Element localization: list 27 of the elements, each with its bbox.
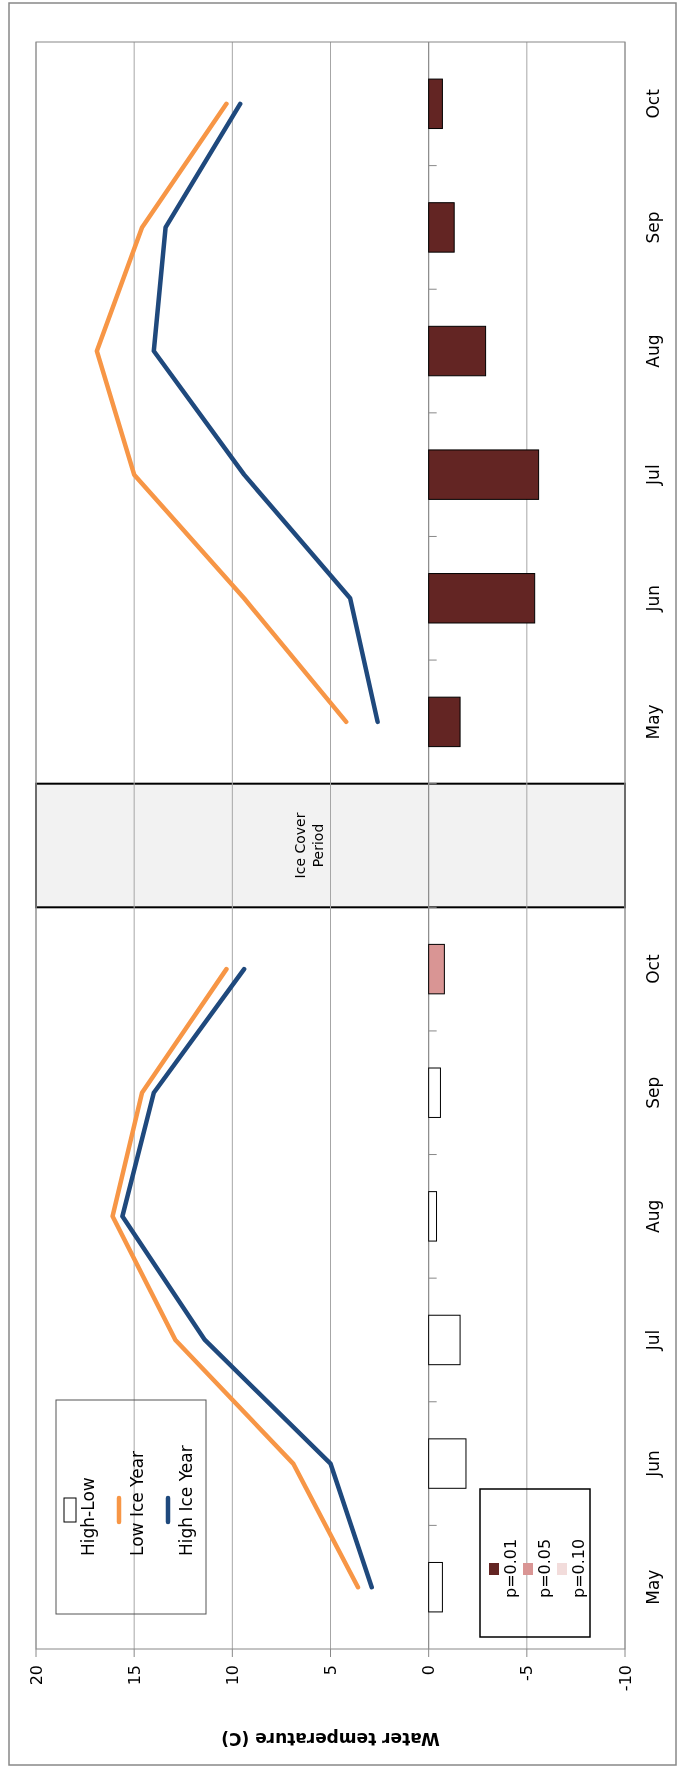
x-tick-label: 15 [124, 1665, 144, 1686]
legend-label: p=0.05 [534, 1538, 554, 1598]
x-axis-title: Water temperature (C) [221, 1729, 440, 1749]
legend-label: High Ice Year [175, 1445, 196, 1556]
x-tick-label: 0 [419, 1665, 439, 1676]
y-tick-label: Jul [643, 464, 663, 486]
y-tick-label: May [643, 1569, 663, 1605]
legend-label: Low Ice Year [126, 1450, 147, 1556]
x-tick-label: -10 [615, 1665, 635, 1692]
x-tick-label: -5 [517, 1665, 537, 1681]
x-tick-label: 20 [26, 1665, 46, 1686]
annotation: Ice Cover Period [292, 812, 326, 879]
y-tick-label: Sep [643, 211, 663, 244]
y-tick-label: May [643, 704, 663, 740]
y-tick-label: Jul [643, 1329, 663, 1352]
y-tick-label: Jun [643, 584, 663, 613]
y-tick-label: Sep [643, 1076, 663, 1109]
x-tick-label: 10 [222, 1665, 242, 1686]
x-tick-label: 5 [321, 1665, 341, 1676]
legend-label: High-Low [77, 1477, 98, 1556]
y-tick-label: Aug [643, 1199, 663, 1233]
y-tick-label: Aug [643, 334, 663, 368]
y-tick-label: Jun [643, 1450, 663, 1478]
y-tick-label: Oct [643, 88, 663, 119]
legend-label: p=0.01 [500, 1538, 520, 1598]
y-tick-label: Oct [643, 954, 663, 984]
legend-label: p=0.10 [568, 1538, 588, 1598]
